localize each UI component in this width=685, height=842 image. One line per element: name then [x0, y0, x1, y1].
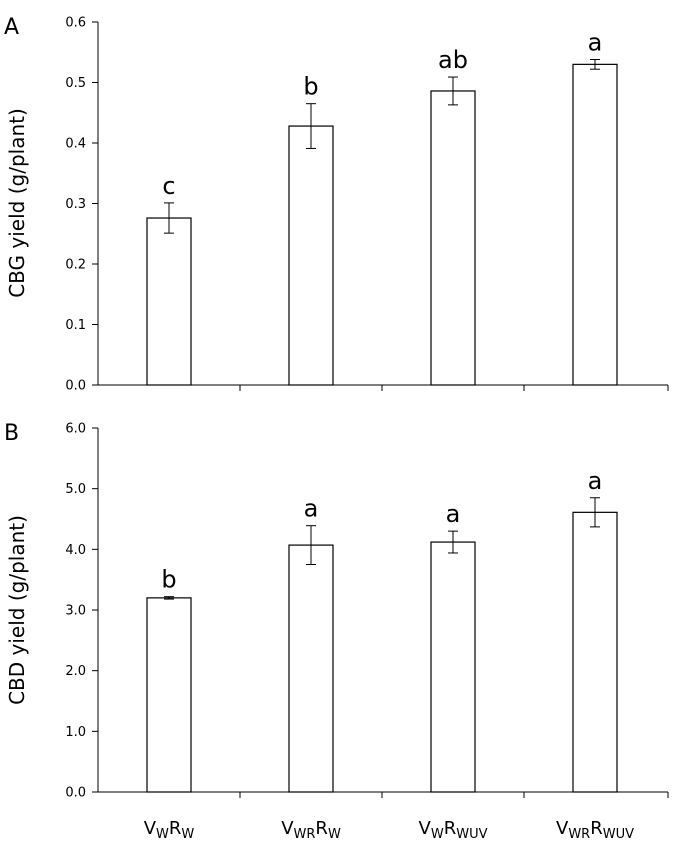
panel-b-significance-label: a	[588, 467, 603, 495]
panel-a-y-tick-label: 0.5	[65, 76, 86, 91]
panel-a-significance-label: c	[162, 172, 175, 200]
panel-a-significance-label: ab	[438, 46, 468, 74]
panel-a-bar	[572, 63, 618, 386]
panel-a-y-tick-label: 0.0	[65, 379, 86, 394]
panel-b-y-tick-label: 4.0	[65, 543, 86, 558]
panel-a-significance-label: b	[303, 73, 318, 101]
panel-a-letter: A	[4, 15, 19, 40]
panel-b-bar	[430, 541, 476, 793]
panel-b-y-tick-label: 2.0	[65, 664, 86, 679]
panel-b-y-tick-label: 3.0	[65, 604, 86, 619]
panel-b-bar	[288, 544, 334, 793]
panel-a-bar	[146, 217, 192, 386]
panel-a-y-tick-label: 0.6	[65, 16, 86, 31]
panel-a-y-tick-label: 0.1	[65, 318, 86, 333]
panel-a-bar	[288, 125, 334, 386]
panel-a-y-tick-label: 0.2	[65, 258, 86, 273]
x-category-labels: VWRW VWRRW VWRWUV VWRRWUV	[144, 818, 634, 842]
panel-b-y-axis-label: CBD yield (g/plant)	[5, 515, 29, 705]
panel-a-bar	[430, 90, 476, 386]
panel-b: B CBD yield (g/plant) 0.0 1.0 2.0 3.0 4.0 5.0…	[4, 421, 669, 801]
panel-b-y-tick-label: 0.0	[65, 786, 86, 801]
x-category-label: VWRRWUV	[556, 818, 634, 842]
panel-b-significance-label: b	[161, 566, 176, 594]
panel-b-y-tick-label: 1.0	[65, 725, 86, 740]
panel-a-y-tick-label: 0.4	[65, 137, 86, 152]
panel-a-y-axis-label: CBG yield (g/plant)	[5, 108, 29, 298]
panel-b-bar	[146, 597, 192, 793]
panel-b-y-tick-label: 6.0	[65, 422, 86, 437]
x-category-label: VWRWUV	[419, 818, 488, 842]
panel-a-y-tick-label: 0.3	[65, 197, 86, 212]
panel-a: A CBG yield (g/plant) 0.0 0.1 0.2 0.3 0.4 0.5…	[4, 15, 669, 394]
x-category-label: VWRRW	[281, 818, 341, 842]
x-category-label: VWRW	[144, 818, 195, 842]
panel-b-bar	[572, 511, 618, 793]
panel-b-letter: B	[4, 421, 19, 446]
panel-b-significance-label: a	[446, 500, 461, 528]
panel-a-significance-label: a	[588, 29, 603, 57]
panel-b-y-tick-label: 5.0	[65, 482, 86, 497]
panel-b-significance-label: a	[304, 495, 319, 523]
